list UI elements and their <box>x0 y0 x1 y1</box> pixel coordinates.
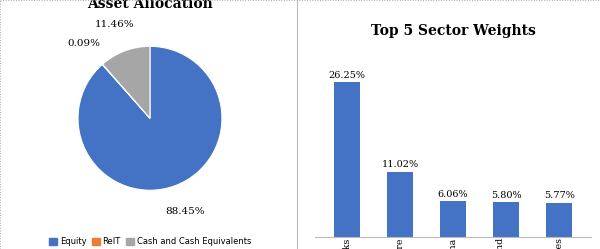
Bar <box>334 82 360 237</box>
Text: 11.02%: 11.02% <box>382 160 418 169</box>
Text: 5.80%: 5.80% <box>491 191 521 200</box>
Wedge shape <box>78 46 222 190</box>
Bar <box>493 202 520 237</box>
Title: Asset Allocation: Asset Allocation <box>87 0 213 11</box>
Wedge shape <box>102 64 150 118</box>
Text: 0.09%: 0.09% <box>67 39 100 48</box>
Text: 5.77%: 5.77% <box>544 191 575 200</box>
Wedge shape <box>103 46 150 118</box>
Bar <box>440 201 466 237</box>
Text: 6.06%: 6.06% <box>437 189 469 198</box>
Text: 88.45%: 88.45% <box>166 207 205 216</box>
Title: Top 5 Sector Weights: Top 5 Sector Weights <box>371 24 535 38</box>
Text: 11.46%: 11.46% <box>95 20 134 29</box>
Text: 26.25%: 26.25% <box>328 71 365 80</box>
Bar <box>386 172 413 237</box>
Bar <box>546 203 572 237</box>
Legend: Equity, ReIT, Cash and Cash Equivalents: Equity, ReIT, Cash and Cash Equivalents <box>46 234 254 249</box>
